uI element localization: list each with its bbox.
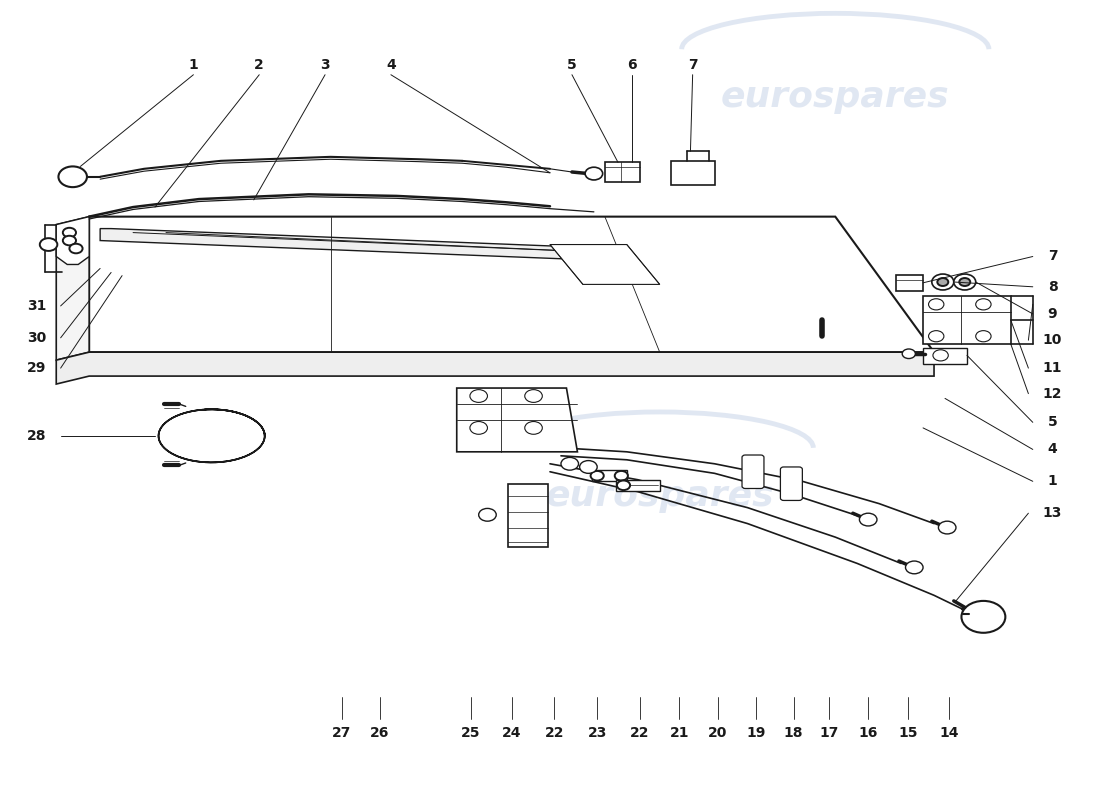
- Circle shape: [905, 561, 923, 574]
- Circle shape: [585, 167, 603, 180]
- Polygon shape: [456, 388, 578, 452]
- Circle shape: [902, 349, 915, 358]
- Polygon shape: [616, 480, 660, 491]
- Circle shape: [63, 236, 76, 246]
- Text: 7: 7: [688, 58, 697, 72]
- Polygon shape: [923, 348, 967, 364]
- Text: 1: 1: [188, 58, 198, 72]
- Circle shape: [959, 278, 970, 286]
- Text: 22: 22: [630, 726, 650, 740]
- Circle shape: [932, 274, 954, 290]
- Text: 18: 18: [784, 726, 803, 740]
- Text: eurospares: eurospares: [720, 80, 949, 114]
- Polygon shape: [89, 217, 934, 352]
- Circle shape: [961, 601, 1005, 633]
- FancyBboxPatch shape: [742, 455, 764, 489]
- Circle shape: [58, 166, 87, 187]
- Text: 17: 17: [820, 726, 838, 740]
- Circle shape: [470, 422, 487, 434]
- Text: eurospares: eurospares: [129, 327, 358, 361]
- Text: 24: 24: [502, 726, 521, 740]
- Polygon shape: [592, 470, 627, 482]
- Text: 23: 23: [587, 726, 607, 740]
- Circle shape: [470, 390, 487, 402]
- Text: 4: 4: [1047, 442, 1057, 457]
- Circle shape: [63, 228, 76, 238]
- Text: 22: 22: [544, 726, 564, 740]
- Circle shape: [69, 244, 82, 254]
- Polygon shape: [671, 161, 715, 185]
- Text: 28: 28: [26, 429, 46, 443]
- Text: 25: 25: [461, 726, 481, 740]
- Circle shape: [859, 514, 877, 526]
- Text: 6: 6: [627, 58, 637, 72]
- Text: 31: 31: [26, 299, 46, 313]
- Text: 15: 15: [898, 726, 917, 740]
- Circle shape: [933, 350, 948, 361]
- Text: 13: 13: [1043, 506, 1063, 520]
- Text: 27: 27: [332, 726, 351, 740]
- Text: 30: 30: [26, 331, 46, 345]
- Circle shape: [615, 471, 628, 481]
- Polygon shape: [605, 162, 640, 182]
- Text: 7: 7: [1047, 250, 1057, 263]
- Text: 29: 29: [26, 361, 46, 375]
- Text: 21: 21: [670, 726, 690, 740]
- Text: 5: 5: [1047, 415, 1057, 430]
- Text: 11: 11: [1043, 361, 1063, 375]
- Text: 8: 8: [1047, 280, 1057, 294]
- Circle shape: [937, 278, 948, 286]
- Text: 4: 4: [386, 58, 396, 72]
- Text: 19: 19: [747, 726, 766, 740]
- Circle shape: [976, 330, 991, 342]
- Polygon shape: [923, 296, 1011, 344]
- Polygon shape: [100, 229, 616, 261]
- Circle shape: [954, 274, 976, 290]
- FancyBboxPatch shape: [780, 467, 802, 501]
- Circle shape: [928, 298, 944, 310]
- Text: 14: 14: [939, 726, 959, 740]
- Text: 12: 12: [1043, 386, 1063, 401]
- Text: 3: 3: [320, 58, 330, 72]
- Circle shape: [525, 390, 542, 402]
- Circle shape: [591, 471, 604, 481]
- Polygon shape: [895, 275, 923, 290]
- Circle shape: [938, 521, 956, 534]
- Polygon shape: [56, 352, 934, 384]
- Circle shape: [478, 509, 496, 521]
- Text: 20: 20: [708, 726, 727, 740]
- Circle shape: [40, 238, 57, 251]
- Text: 16: 16: [858, 726, 878, 740]
- Circle shape: [928, 330, 944, 342]
- Circle shape: [561, 458, 579, 470]
- Text: 5: 5: [568, 58, 576, 72]
- Circle shape: [580, 461, 597, 474]
- Polygon shape: [550, 245, 660, 285]
- Polygon shape: [56, 217, 89, 265]
- Text: 1: 1: [1047, 474, 1057, 488]
- Text: 26: 26: [371, 726, 389, 740]
- Circle shape: [525, 422, 542, 434]
- Text: 2: 2: [254, 58, 264, 72]
- Text: 9: 9: [1047, 307, 1057, 321]
- Text: 10: 10: [1043, 334, 1063, 347]
- Polygon shape: [508, 484, 548, 547]
- Circle shape: [976, 298, 991, 310]
- Polygon shape: [56, 217, 89, 360]
- Circle shape: [617, 481, 630, 490]
- Text: eurospares: eurospares: [546, 478, 774, 513]
